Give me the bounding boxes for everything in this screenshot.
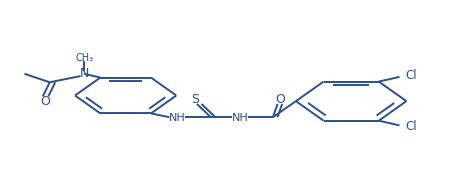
Text: Cl: Cl [405, 70, 417, 83]
Text: S: S [191, 93, 199, 106]
Text: O: O [275, 93, 285, 106]
Text: N: N [80, 67, 89, 80]
Text: NH: NH [232, 113, 248, 123]
Text: O: O [41, 95, 50, 108]
Text: NH: NH [169, 113, 186, 123]
Text: Cl: Cl [405, 120, 417, 133]
Text: CH₃: CH₃ [75, 53, 93, 63]
